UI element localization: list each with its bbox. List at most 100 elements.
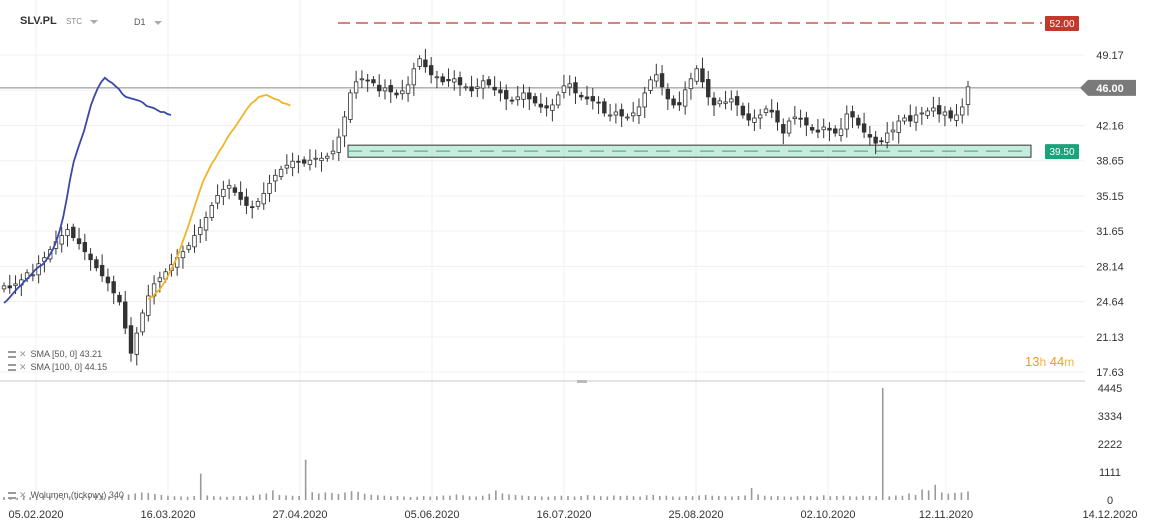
volume-bar: [376, 495, 379, 500]
volume-bar: [363, 493, 366, 500]
volume-tick-label: 1111: [1099, 467, 1121, 479]
volume-bar: [842, 495, 845, 500]
panel-resize-handle[interactable]: [577, 380, 587, 383]
volume-bar: [626, 495, 628, 500]
candle-body: [884, 132, 890, 143]
volume-bars: [3, 388, 969, 500]
volume-bar: [114, 497, 117, 500]
volume-bar: [42, 495, 45, 500]
close-icon[interactable]: ✕: [19, 490, 27, 500]
legend-volume-label: Wolumen (tickowy) 340: [30, 490, 124, 500]
close-icon[interactable]: ✕: [19, 362, 27, 372]
volume-bar: [632, 496, 635, 500]
volume-bar: [3, 496, 5, 500]
settings-list-icon[interactable]: [8, 351, 16, 359]
volume-bar: [691, 496, 694, 500]
volume-bar: [888, 496, 891, 500]
price-tick-label: 28.14: [1096, 261, 1124, 273]
candle-body: [521, 92, 526, 100]
volume-bar: [173, 496, 176, 500]
volume-bar: [442, 495, 445, 500]
candle-body: [330, 150, 336, 155]
candle-body: [65, 229, 70, 237]
volume-bar: [49, 496, 51, 500]
volume-bar: [154, 493, 156, 500]
volume-bar: [809, 495, 812, 500]
candle-body: [844, 113, 849, 130]
current-price-label: 46.00: [1096, 83, 1124, 95]
candle-body: [198, 227, 203, 235]
volume-bar: [140, 492, 143, 500]
legend-volume[interactable]: ✕ Wolumen (tickowy) 340: [8, 490, 124, 501]
instrument-type-selector[interactable]: STC: [66, 17, 98, 26]
candle-body: [861, 123, 867, 133]
volume-bar: [770, 496, 773, 500]
volume-bar: [652, 494, 655, 500]
volume-bar: [370, 494, 373, 500]
candle-body: [792, 116, 798, 120]
volume-bar: [947, 493, 950, 500]
date-tick-label: 05.06.2020: [404, 509, 459, 521]
volume-bar: [167, 495, 169, 500]
volume-bar: [68, 496, 71, 500]
candle-body: [290, 160, 295, 169]
candle-body: [7, 285, 12, 289]
candle-body: [440, 76, 445, 83]
volume-bar: [763, 495, 766, 500]
candle-body: [746, 113, 751, 121]
candle-body: [925, 110, 930, 116]
candle-body: [446, 79, 451, 82]
legend-sma50[interactable]: ✕ SMA [50, 0] 43.21: [8, 349, 102, 360]
timeframe-selector[interactable]: D1: [134, 17, 162, 27]
volume-bar: [521, 495, 523, 500]
candle-countdown: 13h 44m: [1025, 354, 1074, 369]
volume-bar: [534, 496, 536, 500]
symbol-label[interactable]: SLV.PL: [20, 15, 57, 27]
price-axis: 49.17 42.16 38.65 35.15 31.65 28.14 24.64 21.13…: [1096, 50, 1124, 379]
settings-list-icon[interactable]: [8, 492, 16, 500]
volume-bar: [704, 494, 707, 500]
candle-body: [815, 129, 821, 133]
volume-bar: [429, 496, 432, 500]
volume-bar: [868, 495, 871, 500]
candle-body: [567, 83, 572, 88]
candle-body: [492, 86, 497, 91]
volume-bar: [803, 495, 805, 500]
settings-list-icon[interactable]: [8, 364, 16, 372]
close-icon[interactable]: ✕: [19, 349, 27, 359]
candle-body: [723, 101, 728, 104]
volume-bar: [816, 496, 818, 500]
candle-body: [226, 184, 232, 189]
candle-body: [838, 128, 844, 136]
volume-bar: [344, 492, 346, 500]
volume-bar: [436, 496, 438, 500]
candle-body: [942, 111, 948, 116]
candle-body: [509, 99, 515, 102]
volume-bar: [750, 487, 753, 500]
volume-bar: [580, 495, 582, 500]
candle-body: [642, 92, 647, 108]
volume-bar: [849, 496, 851, 500]
legend-sma100[interactable]: ✕ SMA [100, 0] 44.15: [8, 362, 107, 373]
volume-bar: [645, 495, 648, 500]
candle-body: [833, 128, 838, 134]
candle-body: [890, 129, 896, 133]
resistance-badge-label: 52.00: [1049, 19, 1074, 30]
candle-body: [936, 105, 942, 115]
volume-bar: [488, 493, 491, 500]
volume-bar: [121, 495, 123, 500]
volume-bar: [731, 496, 733, 500]
candle-body: [480, 80, 486, 89]
candle-body: [659, 73, 665, 88]
volume-bar: [914, 494, 917, 500]
candle-body: [325, 155, 330, 159]
candle-body: [388, 85, 393, 93]
date-tick-label: 12.11.2020: [919, 509, 973, 521]
price-tick-label: 35.15: [1096, 191, 1124, 203]
volume-bar: [934, 484, 937, 500]
countdown-minutes: 44: [1049, 354, 1065, 369]
volume-bar: [554, 496, 556, 500]
volume-bar: [744, 495, 746, 500]
resistance-badge: [1045, 16, 1079, 31]
